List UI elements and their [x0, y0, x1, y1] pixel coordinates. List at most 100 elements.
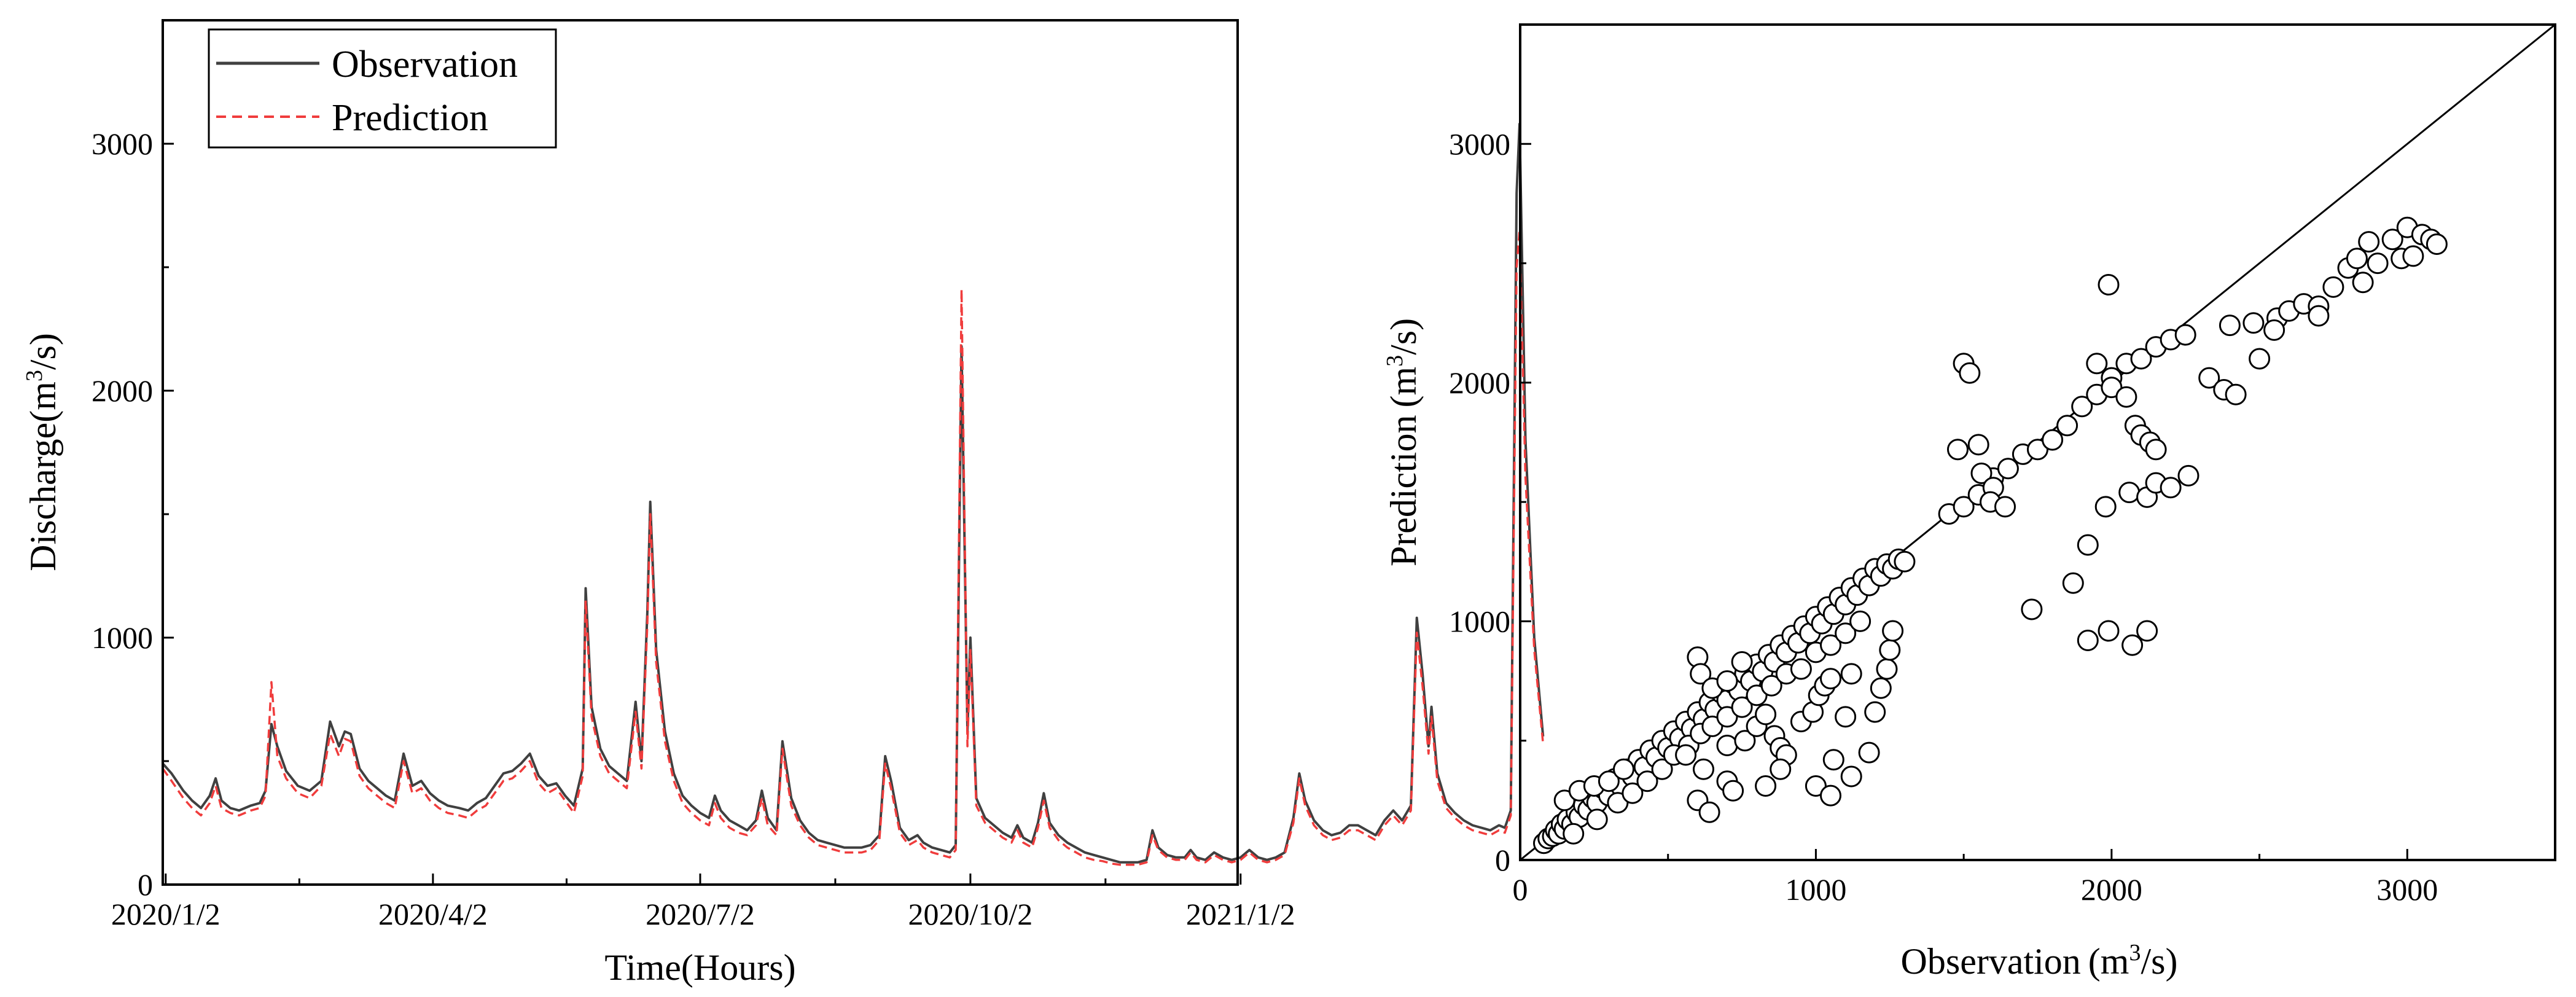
scatter-point: [2219, 315, 2241, 337]
scatter-point: [2225, 383, 2247, 405]
y-tick-label: 3000: [1449, 127, 1510, 161]
scatter-points: [1533, 216, 2448, 854]
scatter-point: [1997, 458, 2019, 480]
scatter-point: [1820, 668, 1841, 690]
x-tick-label: 0: [1513, 872, 1528, 907]
scatter-point: [2174, 324, 2196, 346]
time-series-lines: [162, 122, 1545, 866]
scatter-point: [2094, 496, 2117, 518]
scatter-point: [1731, 696, 1753, 718]
scatter-point: [1822, 749, 1844, 771]
scatter-point: [1970, 463, 1992, 484]
scatter-point: [1755, 703, 1777, 725]
scatter-point: [2101, 377, 2123, 399]
scatter-point: [1675, 744, 1697, 766]
time-series-y-axis-title: Discharge(m3/s): [21, 333, 63, 571]
legend-prediction-label: Prediction: [332, 97, 488, 139]
scatter-point: [2198, 367, 2220, 389]
scatter-point: [1622, 782, 1644, 804]
scatter-point: [1698, 801, 1720, 823]
y-tick-label: 2000: [92, 373, 153, 408]
scatter-point: [1835, 622, 1857, 644]
scatter-point: [2027, 439, 2048, 461]
scatter-point: [2145, 439, 2167, 461]
scatter-point: [2136, 620, 2158, 642]
scatter-point: [1947, 439, 1969, 461]
scatter-point: [1870, 677, 1892, 699]
legend: Observation Prediction: [208, 28, 557, 149]
x-tick-label: 2020/4/2: [378, 897, 488, 931]
scatter-point: [2263, 319, 2285, 341]
scatter-point: [1690, 663, 1712, 685]
scatter-point: [2071, 396, 2093, 418]
scatter-point: [1731, 651, 1753, 673]
scatter-point: [2160, 477, 2182, 499]
scatter-point: [1820, 634, 1841, 656]
scatter-point: [2381, 229, 2403, 251]
scatter-point: [2021, 598, 2043, 620]
scatter-point: [1716, 735, 1738, 756]
scatter-point: [2308, 305, 2330, 327]
time-series-panel: 2020/1/2 2020/4/2 2020/7/2 2020/10/2 2021/1/…: [21, 19, 1545, 988]
scatter-point: [2062, 572, 2084, 594]
scatter-point: [1840, 765, 1862, 788]
scatter-point: [1598, 770, 1620, 792]
y-tick-label: 1000: [1449, 604, 1510, 638]
scatter-point: [1858, 741, 1880, 764]
scatter-point: [2358, 231, 2380, 253]
scatter-point: [1716, 670, 1738, 692]
scatter-point: [1760, 674, 1782, 697]
scatter-point: [1563, 823, 1585, 845]
legend-observation-label: Observation: [332, 44, 518, 85]
x-tick-label: 2020/1/2: [111, 897, 221, 931]
x-tick-label: 2020/7/2: [646, 897, 755, 931]
legend-box: [208, 28, 557, 149]
x-tick-label: 2000: [2081, 872, 2142, 907]
scatter-point: [2042, 429, 2064, 451]
scatter-point: [1959, 362, 1981, 384]
scatter-point: [2352, 272, 2374, 294]
scatter-point: [2077, 630, 2099, 651]
scatter-point: [1876, 658, 1898, 680]
scatter-point: [2346, 248, 2368, 270]
scatter-plot-frame: [1519, 23, 2556, 861]
scatter-point: [1746, 684, 1768, 706]
scatter-point: [1820, 784, 1841, 807]
x-tick-label: 2021/1/2: [1186, 897, 1295, 931]
scatter-point: [2077, 534, 2099, 556]
scatter-point: [2118, 482, 2141, 504]
scatter-point: [1864, 701, 1886, 723]
scatter-point: [1953, 496, 1975, 518]
x-tick-label: 3000: [2376, 872, 2438, 907]
y-tick-label: 1000: [92, 620, 153, 655]
scatter-point: [1553, 789, 1575, 811]
scatter-point: [1755, 775, 1777, 797]
scatter-x-axis-title: Observation (m3/s): [1901, 940, 2178, 982]
scatter-point: [2402, 245, 2424, 267]
scatter-point: [1805, 775, 1827, 797]
scatter-point: [1586, 808, 1608, 831]
scatter-point: [2426, 233, 2448, 255]
scatter-point: [2322, 276, 2344, 298]
time-series-ticks: 2020/1/2 2020/4/2 2020/7/2 2020/10/2 2021/1/…: [92, 127, 1295, 931]
scatter-ticks: 0 1000 2000 3000 0 1000 2000 3000: [1449, 127, 2438, 907]
scatter-point: [2242, 312, 2265, 334]
scatter-point: [1894, 550, 1916, 573]
scatter-panel: 0 1000 2000 3000 0 1000 2000 3000 Observation (…: [1382, 23, 2556, 982]
scatter-point: [1835, 706, 1857, 728]
scatter-point: [2177, 464, 2199, 487]
scatter-point: [2367, 252, 2389, 275]
scatter-point: [1840, 663, 1862, 685]
scatter-y-axis-title: Prediction (m3/s): [1382, 318, 1424, 566]
scatter-point: [1722, 780, 1744, 802]
scatter-point: [1770, 758, 1792, 780]
scatter-point: [1849, 610, 1872, 632]
scatter-point: [1651, 758, 1673, 780]
scatter-point: [2130, 348, 2152, 370]
y-tick-label: 3000: [92, 127, 153, 161]
scatter-point: [2121, 634, 2144, 656]
y-tick-label: 0: [1495, 843, 1510, 877]
scatter-point: [1967, 434, 1989, 456]
x-tick-label: 2020/10/2: [908, 897, 1032, 931]
